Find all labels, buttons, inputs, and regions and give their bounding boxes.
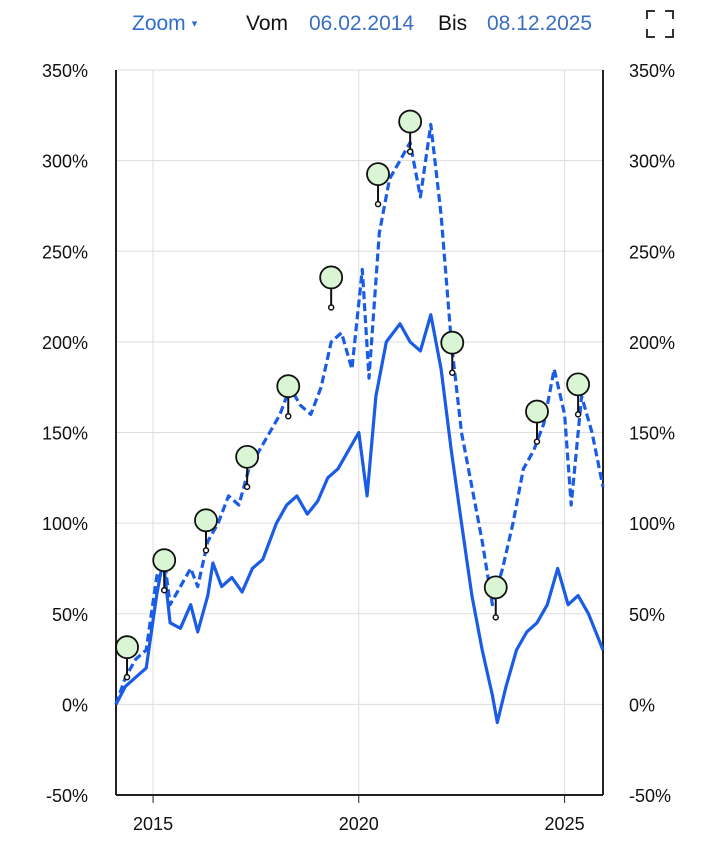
y-tick-label-left: 50% [52,605,88,625]
chevron-down-icon: ▾ [191,18,198,30]
from-label: Vom [246,12,289,35]
y-tick-label-left: -50% [46,786,88,806]
to-label: Bis [438,12,468,35]
event-marker-bubble [398,109,423,134]
series-line-solid [114,313,605,725]
fullscreen-icon[interactable] [646,10,674,38]
event-marker [566,372,591,418]
event-marker-bubble [440,330,465,355]
y-tick-label-right: 100% [629,514,675,534]
x-tick-label: 2025 [545,814,585,834]
event-marker [319,265,344,311]
y-tick-label-left: 0% [62,695,88,715]
event-marker-anchor [160,586,168,594]
event-marker-bubble [525,399,549,424]
y-tick-label-right: -50% [629,786,671,806]
from-date-input[interactable]: 06.02.2014 [309,12,415,35]
to-date-input[interactable]: 08.12.2025 [487,12,593,35]
event-marker [366,162,390,208]
y-tick-label-left: 200% [42,333,88,353]
zoom-label: Zoom [132,12,186,35]
event-marker-bubble [276,374,301,399]
event-marker-bubble [566,372,591,397]
event-marker [440,330,465,376]
event-marker-bubble [194,508,218,533]
y-tick-label-left: 100% [42,514,88,534]
event-marker-anchor [327,304,335,311]
event-marker [483,575,508,621]
y-tick-label-left: 300% [42,152,88,172]
y-tick-label-left: 150% [42,424,88,444]
y-tick-label-right: 350% [629,61,675,81]
y-tick-label-right: 200% [629,333,675,353]
y-tick-label-right: 50% [629,605,665,625]
x-tick-label: 2015 [133,814,173,834]
event-marker-bubble [483,575,508,600]
event-marker-anchor [533,438,541,445]
event-marker-bubble [152,548,177,573]
event-marker-anchor [406,148,414,155]
zoom-dropdown[interactable]: Zoom ▾ [132,12,197,36]
event-marker-bubble [235,444,260,469]
event-marker [235,444,260,491]
event-marker [398,109,423,155]
y-tick-label-right: 250% [629,242,675,262]
event-marker-bubble [115,635,139,660]
event-marker [194,508,218,554]
y-tick-label-left: 350% [42,61,88,81]
y-tick-label-right: 300% [629,152,675,172]
event-marker-anchor [374,200,382,208]
chart-toolbar: Zoom ▾ Vom 06.02.2014 Bis 08.12.2025 [0,0,705,50]
event-marker-anchor [449,369,456,376]
event-marker-anchor [243,483,251,491]
event-marker-bubble [366,162,390,187]
event-marker [152,548,177,594]
event-marker-bubble [319,265,344,290]
y-tick-label-right: 0% [629,695,655,715]
event-marker-anchor [202,547,210,554]
event-marker-anchor [492,614,500,621]
y-tick-label-right: 150% [629,424,675,444]
event-marker-anchor [284,412,292,420]
x-tick-label: 2020 [339,814,379,834]
event-marker-anchor [574,411,582,418]
series-line-dashed [114,122,605,705]
event-marker [525,399,549,445]
event-marker [276,374,301,420]
y-tick-label-left: 250% [42,242,88,262]
event-marker [115,635,139,681]
event-marker-anchor [123,673,131,681]
